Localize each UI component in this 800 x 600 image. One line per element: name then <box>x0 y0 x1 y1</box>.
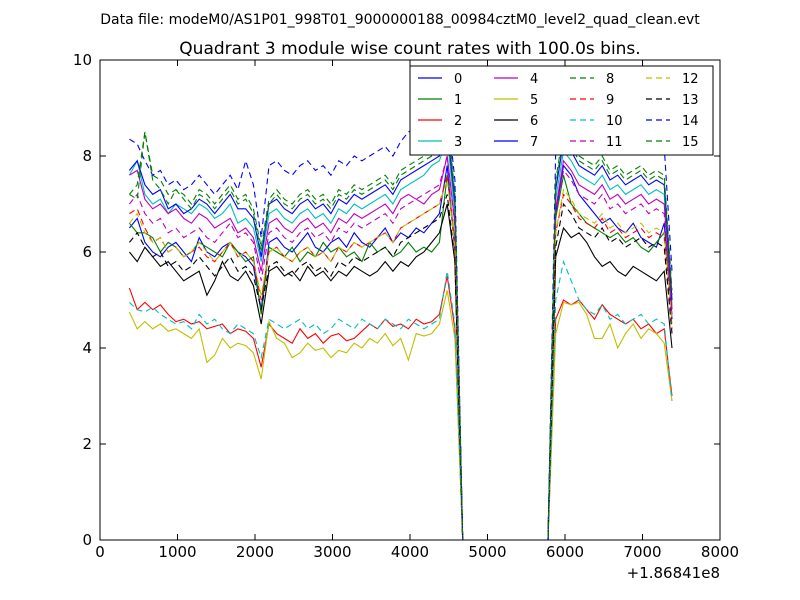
x-tick-label: 6000 <box>546 543 584 561</box>
y-tick-label: 6 <box>82 243 92 261</box>
y-tick-label: 4 <box>82 339 92 357</box>
legend-label-13: 13 <box>682 93 699 108</box>
x-offset-label: +1.86841e8 <box>627 564 720 582</box>
axes-frame <box>99 59 721 541</box>
x-axis: 0 1000 2000 3000 4000 5000 6000 7000 8000 <box>95 60 739 561</box>
series-line-11 <box>128 155 673 541</box>
legend-label-11: 11 <box>606 135 623 150</box>
legend-label-5: 5 <box>530 93 538 108</box>
legend-label-14: 14 <box>682 114 699 129</box>
legend-label-3: 3 <box>454 135 462 150</box>
x-tick-label: 7000 <box>623 543 661 561</box>
y-tick-label: 8 <box>82 147 92 165</box>
series-line-13 <box>128 194 673 541</box>
legend-label-4: 4 <box>530 72 538 87</box>
x-tick-label: 4000 <box>391 543 429 561</box>
x-tick-label: 5000 <box>468 543 506 561</box>
legend-label-8: 8 <box>606 72 614 87</box>
legend-label-15: 15 <box>682 135 699 150</box>
legend-label-6: 6 <box>530 114 538 129</box>
y-tick-label: 10 <box>73 51 92 69</box>
legend-label-2: 2 <box>454 114 462 129</box>
series-line-3 <box>128 136 673 541</box>
plot-area <box>128 96 673 541</box>
series-line-4 <box>129 155 673 541</box>
legend-label-1: 1 <box>454 93 462 108</box>
series-line-8 <box>128 112 673 541</box>
series-line-14 <box>129 96 673 541</box>
legend-label-9: 9 <box>606 93 614 108</box>
legend-label-7: 7 <box>530 135 538 150</box>
x-tick-label: 1000 <box>158 543 196 561</box>
series-line-7 <box>128 127 673 541</box>
x-tick-label: 8000 <box>701 543 739 561</box>
series-line-9 <box>129 175 673 541</box>
chart-title: Quadrant 3 module wise count rates with … <box>179 39 640 59</box>
x-tick-label: 0 <box>95 543 105 561</box>
series-line-6 <box>128 203 673 541</box>
series-line-10 <box>129 259 673 541</box>
figure-suptitle: Data file: modeM0/AS1P01_998T01_90000001… <box>100 12 700 28</box>
legend-label-0: 0 <box>454 72 462 87</box>
series-line-5 <box>128 290 673 541</box>
x-tick-label: 2000 <box>236 543 274 561</box>
series-line-0 <box>128 164 673 541</box>
legend-label-10: 10 <box>606 114 623 129</box>
x-tick-label: 3000 <box>313 543 351 561</box>
series-line-15 <box>129 117 673 541</box>
legend-frame <box>409 65 714 156</box>
legend-label-12: 12 <box>682 72 699 87</box>
y-tick-label: 2 <box>82 435 92 453</box>
y-tick-label: 0 <box>82 531 92 549</box>
